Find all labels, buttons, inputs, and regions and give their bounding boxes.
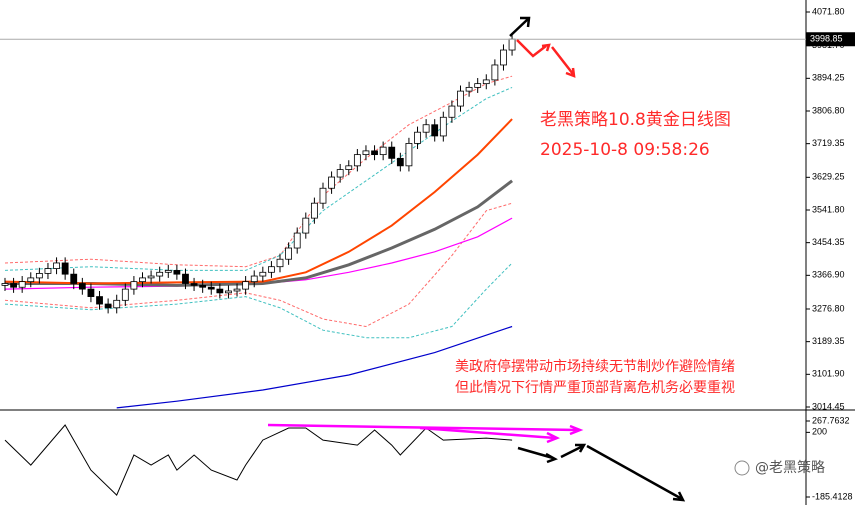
- y-tick-label: 3806.80: [812, 105, 845, 115]
- candle-body: [319, 187, 327, 204]
- arrow: [560, 443, 587, 459]
- candle-body: [293, 232, 301, 249]
- candle-body: [422, 124, 430, 133]
- candle-body: [173, 270, 181, 275]
- line: [4, 424, 513, 496]
- price-label: 3998.85: [810, 34, 843, 44]
- candle-body: [336, 169, 344, 178]
- candle-body: [276, 258, 284, 268]
- candle-body: [1, 283, 9, 286]
- candle-body: [448, 105, 456, 118]
- candle-body: [242, 281, 250, 290]
- candle-body: [182, 273, 189, 284]
- candle-body: [328, 176, 335, 189]
- candle-body: [207, 286, 215, 290]
- candle-body: [500, 49, 507, 66]
- candle-body: [491, 64, 499, 81]
- arrows: [267, 16, 686, 502]
- candle-body: [465, 86, 473, 92]
- line: [4, 86, 513, 271]
- candle-body: [199, 284, 207, 288]
- arrow: [586, 444, 686, 502]
- candle-body: [130, 281, 138, 290]
- candle-body: [431, 124, 439, 137]
- arrow: [509, 16, 531, 37]
- price-label-box: [806, 32, 855, 47]
- candle-body: [414, 131, 421, 144]
- candle-body: [156, 271, 164, 277]
- candle-body: [35, 273, 43, 279]
- candle-body: [104, 303, 112, 309]
- plot-osc: 267.7632 200 -185.4128: [4, 415, 853, 501]
- candle-body: [225, 290, 232, 294]
- candle-body: [302, 217, 310, 234]
- candle-body: [70, 273, 78, 284]
- candle-body: [18, 281, 26, 288]
- chart-subtitle: 2025-10-8 09:58:26: [540, 140, 710, 160]
- candle-body: [78, 283, 86, 290]
- y-tick-label: 3101.90: [812, 369, 845, 379]
- arrow: [551, 46, 576, 78]
- candle-body: [61, 262, 69, 275]
- candle-body: [482, 79, 490, 85]
- candle-body: [388, 146, 396, 159]
- y-tick-label: 4071.80: [812, 6, 845, 16]
- candle-body: [362, 150, 370, 156]
- y-tick-label: 3366.90: [812, 270, 845, 280]
- y-tick-label: 3189.35: [812, 336, 845, 346]
- divergence-line: [419, 426, 561, 444]
- candle-body: [10, 283, 17, 288]
- candle-body: [345, 165, 353, 170]
- candle-body: [216, 288, 224, 294]
- candle-body: [371, 150, 378, 156]
- y-tick-label: 3719.35: [812, 138, 845, 148]
- candle-body: [310, 202, 318, 219]
- candle-body: [139, 277, 146, 283]
- chart-title: 老黑策略10.8黄金日线图: [540, 110, 731, 130]
- candle-body: [113, 299, 121, 309]
- candle-body: [147, 275, 155, 279]
- candle-body: [285, 247, 293, 260]
- candle-body: [190, 283, 198, 286]
- candle-body: [121, 288, 129, 301]
- candle-body: [474, 83, 482, 88]
- candle-body: [53, 262, 60, 269]
- candle-body: [233, 288, 241, 292]
- candle-body: [250, 275, 258, 283]
- y-tick-label: 200: [812, 427, 827, 437]
- candle-body: [439, 116, 447, 137]
- candle-body: [268, 266, 275, 273]
- annotation: 但此情况下行情严重顶部背离危机务必要重视: [455, 379, 735, 396]
- arrow: [517, 446, 558, 464]
- candle-body: [396, 157, 404, 167]
- candle-body: [457, 90, 464, 107]
- y-tick-label: 3541.80: [812, 204, 845, 214]
- candle-body: [44, 268, 52, 274]
- y-tick-label: 3894.25: [812, 73, 845, 83]
- line: [116, 325, 513, 409]
- y-tick-label: 3629.25: [812, 172, 845, 182]
- candle-body: [27, 277, 35, 283]
- candle-body: [508, 38, 516, 51]
- candle-body: [87, 288, 95, 297]
- candle-body: [405, 143, 413, 167]
- plot-main: 4071.803981.703894.253806.803719.353629.…: [0, 6, 855, 411]
- y-tick-label: 3014.45: [812, 401, 845, 411]
- candle-body: [259, 271, 267, 277]
- watermark: @老黑策略: [755, 459, 825, 476]
- arrow: [516, 39, 551, 58]
- y-tick-label: 3276.80: [812, 303, 845, 313]
- candle-body: [96, 296, 103, 305]
- candle-body: [379, 146, 387, 156]
- y-tick-label: -185.4128: [812, 491, 853, 501]
- candle-body: [164, 270, 172, 273]
- candle-body: [353, 154, 361, 167]
- y-tick-label: 3454.35: [812, 237, 845, 247]
- y-tick-label: 267.7632: [812, 415, 850, 425]
- watermark-icon: [734, 460, 750, 476]
- line: [4, 262, 513, 339]
- annotation: 美政府停摆带动市场持续无节制炒作避险情绪: [455, 358, 735, 375]
